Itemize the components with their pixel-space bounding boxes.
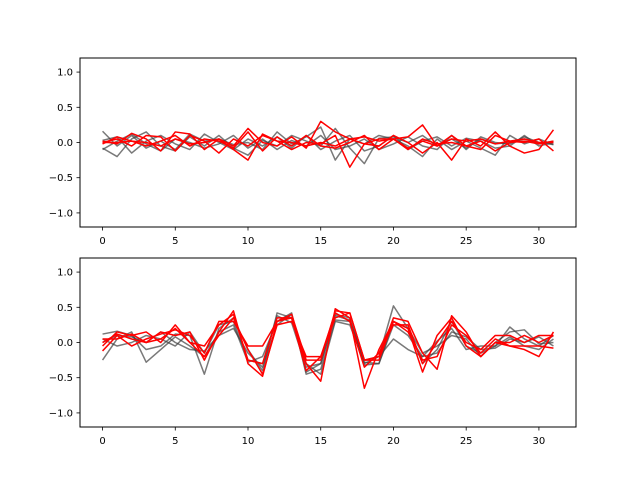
- top-subplot-ticks: 0 5 10 15 20 25 30 −1.0 −0.5 0.0 0.5 1.0: [49, 68, 546, 247]
- bottom-subplot-x-tick-label: 10: [242, 436, 255, 447]
- top-subplot-x-tick-label: 20: [387, 236, 400, 247]
- top-subplot-y-tick-label: 0.0: [57, 138, 73, 149]
- bottom-subplot-x-tick-label: 5: [172, 436, 178, 447]
- bottom-subplot-x-tick-label: 30: [533, 436, 546, 447]
- bottom-subplot-x-tick-label: 20: [387, 436, 400, 447]
- bottom-subplot-red-series-line-7: [102, 312, 555, 375]
- top-subplot-x-tick-label: 0: [99, 236, 105, 247]
- top-subplot-x-tick-label: 10: [242, 236, 255, 247]
- top-subplot-y-tick-label: 0.5: [57, 103, 73, 114]
- top-subplot-x-tick-label: 15: [314, 236, 327, 247]
- top-subplot-red-series-line-5: [102, 129, 555, 168]
- bottom-subplot-red-series-line-4: [102, 307, 554, 390]
- bottom-subplot-y-tick-label: 0.0: [57, 338, 73, 349]
- top-subplot-y-tick-label: 1.0: [57, 68, 73, 79]
- bottom-subplot-series-lines: [101, 305, 555, 390]
- bottom-subplot-y-tick-label: −1.0: [49, 408, 73, 419]
- top-subplot-red-series-line-4: [102, 120, 554, 152]
- bottom-subplot-x-tick-label: 0: [99, 436, 105, 447]
- bottom-subplot-y-tick-label: 0.5: [57, 303, 73, 314]
- top-subplot-y-tick-label: −1.0: [49, 208, 73, 219]
- top-subplot: 0 5 10 15 20 25 30 −1.0 −0.5 0.0 0.5 1.0: [49, 57, 577, 247]
- bottom-subplot-y-tick-label: 1.0: [57, 268, 73, 279]
- top-subplot-series-lines: [102, 120, 555, 168]
- top-subplot-gray-series-line-2: [102, 133, 554, 154]
- bottom-subplot-y-tick-label: −0.5: [49, 373, 73, 384]
- top-subplot-y-tick-label: −0.5: [49, 173, 73, 184]
- top-subplot-red-series-line-7: [102, 133, 554, 161]
- top-subplot-x-tick-label: 30: [533, 236, 546, 247]
- top-subplot-x-tick-label: 5: [172, 236, 178, 247]
- bottom-subplot-x-tick-label: 15: [314, 436, 327, 447]
- top-subplot-red-series-line-6: [102, 131, 554, 152]
- bottom-subplot: 0 5 10 15 20 25 30 −1.0 −0.5 0.0 0.5 1.0: [49, 257, 577, 447]
- bottom-subplot-x-tick-label: 25: [460, 436, 473, 447]
- bottom-subplot-ticks: 0 5 10 15 20 25 30 −1.0 −0.5 0.0 0.5 1.0: [49, 268, 546, 447]
- top-subplot-x-tick-label: 25: [460, 236, 473, 247]
